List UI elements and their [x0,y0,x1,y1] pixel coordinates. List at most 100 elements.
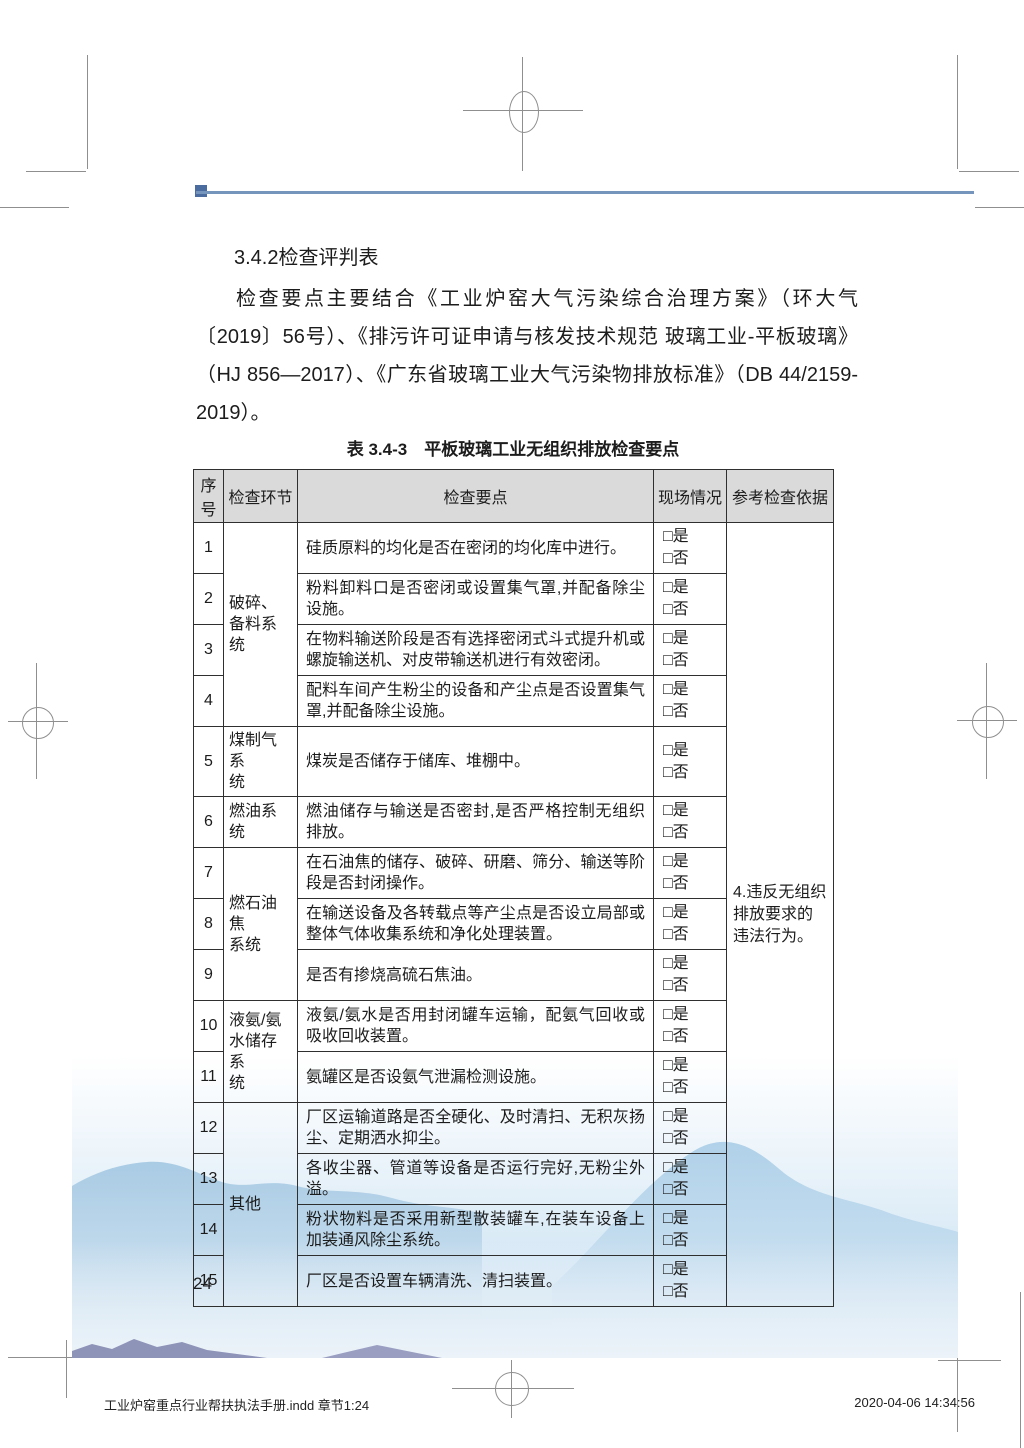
point-cell: 厂区运输道路是否全硬化、及时清扫、无积灰扬尘、定期洒水抑尘。 [297,1102,654,1154]
site-status-cell: □是 □否 [653,1153,727,1205]
site-status-cell: □是 □否 [653,573,727,625]
table-row: 11 氨罐区是否设氨气泄漏检测设施。 □是 □否 [193,1051,834,1103]
checkbox-yes: □是 [663,528,689,545]
checkbox-no: □否 [663,763,689,781]
crop-mark [1020,1292,1021,1448]
row-number: 10 [193,1000,224,1052]
col-header-stage: 检查环节 [223,469,298,523]
registration-mark [509,91,539,133]
registration-mark [495,1372,529,1406]
checkbox-yes: □是 [663,904,689,921]
crop-mark [938,1360,1001,1361]
table-row: 15 厂区是否设置车辆清洗、清扫装置。 □是 □否 [193,1255,834,1307]
table-row: 5 煤制气系 统 煤炭是否储存于储库、堆棚中。 □是 □否 [193,726,834,797]
point-cell: 燃油储存与输送是否密封,是否严格控制无组织排放。 [297,796,654,848]
checkbox-no: □否 [663,1232,689,1249]
table-caption: 表 3.4-3 平板玻璃工业无组织排放检查要点 [346,440,680,459]
crop-mark [26,171,86,172]
site-status-cell: □是 □否 [653,1102,727,1154]
checkbox-no: □否 [663,703,689,720]
row-number: 11 [193,1051,224,1103]
accent-line [196,191,974,194]
point-cell: 粉料卸料口是否密闭或设置集气罩,并配备除尘设施。 [297,573,654,625]
table-row: 13 各收尘器、管道等设备是否运行完好,无粉尘外溢。 □是 □否 [193,1153,834,1205]
checkbox-yes: □是 [663,1159,689,1176]
checkbox-yes: □是 [663,853,689,870]
crop-mark [87,55,88,169]
checkbox-yes: □是 [663,630,689,647]
checkbox-yes: □是 [663,1108,689,1125]
table-row: 8 在输送设备及各转载点等产尘点是否设立局部或整体气体收集系统和净化处理装置。 … [193,898,834,950]
site-status-cell: □是 □否 [653,726,727,797]
checkbox-no: □否 [663,1079,689,1096]
footer-filename: 工业炉窑重点行业帮扶执法手册.indd 章节1:24 [104,1398,370,1413]
row-number: 5 [193,726,224,797]
checkbox-yes: □是 [663,802,689,819]
crop-mark [0,207,69,208]
col-header-reference: 参考检查依据 [726,469,834,523]
page-number: 24 [193,1274,212,1293]
row-number: 15 [193,1255,224,1307]
site-status-cell: □是 □否 [653,1255,727,1307]
checkbox-no: □否 [663,652,689,669]
table-row: 6 燃油系统 燃油储存与输送是否密封,是否严格控制无组织排放。 □是 □否 [193,796,834,848]
registration-mark [972,706,1004,738]
checkbox-no: □否 [663,601,689,618]
checkbox-yes: □是 [663,579,689,596]
site-status-cell: □是 □否 [653,624,727,676]
row-number: 7 [193,847,224,899]
point-cell: 是否有掺烧高硫石焦油。 [297,949,654,1001]
footer-timestamp: 2020-04-06 14:34:56 [854,1395,975,1410]
checkbox-no: □否 [663,926,689,943]
checkbox-no: □否 [663,875,689,892]
checkbox-no: □否 [663,824,689,841]
intro-paragraph: 检查要点主要结合《工业炉窑大气污染综合治理方案》（环大气〔2019〕56号）、《… [196,288,858,424]
row-number: 4 [193,675,224,727]
site-status-cell: □是 □否 [653,1000,727,1052]
table-row: 9 是否有掺烧高硫石焦油。 □是 □否 [193,949,834,1001]
stage-cell: 燃石油焦 系统 [223,847,298,1001]
site-status-cell: □是 □否 [653,796,727,848]
table-row: 3 在物料输送阶段是否有选择密闭式斗式提升机或螺旋输送机、对皮带输送机进行有效密… [193,624,834,676]
row-number: 13 [193,1153,224,1205]
crop-mark [8,1357,84,1358]
point-cell: 粉状物料是否采用新型散装罐车,在装车设备上加装通风除尘系统。 [297,1204,654,1256]
checkbox-yes: □是 [663,741,689,759]
point-cell: 煤炭是否储存于储库、堆棚中。 [297,726,654,797]
checkbox-yes: □是 [663,955,689,972]
table-row: 4 配料车间产生粉尘的设备和产尘点是否设置集气罩,并配备除尘设施。 □是 □否 [193,675,834,727]
checkbox-yes: □是 [663,681,689,698]
checkbox-no: □否 [663,550,689,567]
table-row: 1 破碎、 备料系统 硅质原料的均化是否在密闭的均化库中进行。 □是 □否 4.… [193,522,834,1307]
site-status-cell: □是 □否 [653,1204,727,1256]
site-status-cell: □是 □否 [653,522,727,574]
row-number: 8 [193,898,224,950]
crop-mark [957,55,958,169]
row-number: 6 [193,796,224,848]
site-status-cell: □是 □否 [653,898,727,950]
table-header-row: 序号 检查环节 检查要点 现场情况 参考检查依据 [193,469,834,523]
col-header-site-status: 现场情况 [653,469,727,523]
row-number: 2 [193,573,224,625]
point-cell: 硅质原料的均化是否在密闭的均化库中进行。 [297,522,654,574]
table-row: 7 燃石油焦 系统 在石油焦的储存、破碎、研磨、筛分、输送等阶段是否封闭操作。 … [193,847,834,1001]
table-row: 12 其他 厂区运输道路是否全硬化、及时清扫、无积灰扬尘、定期洒水抑尘。 □是 … [193,1102,834,1307]
point-cell: 氨罐区是否设氨气泄漏检测设施。 [297,1051,654,1103]
crop-mark [66,1340,67,1398]
inspection-table: 序号 检查环节 检查要点 现场情况 参考检查依据 1 破碎、 备料系统 硅质原料… [193,469,834,1307]
checkbox-no: □否 [663,1130,689,1147]
row-number: 14 [193,1204,224,1256]
checkbox-no: □否 [663,977,689,994]
point-cell: 在石油焦的储存、破碎、研磨、筛分、输送等阶段是否封闭操作。 [297,847,654,899]
stage-cell: 液氨/氨 水储存系 统 [223,1000,298,1103]
row-number: 9 [193,949,224,1001]
crop-mark [959,171,1019,172]
checkbox-no: □否 [663,1181,689,1198]
registration-mark [22,707,54,739]
stage-cell: 破碎、 备料系统 [223,522,298,727]
crop-mark [957,1340,958,1432]
stage-cell: 其他 [223,1102,298,1307]
point-cell: 在物料输送阶段是否有选择密闭式斗式提升机或螺旋输送机、对皮带输送机进行有效密闭。 [297,624,654,676]
site-status-cell: □是 □否 [653,675,727,727]
table-row: 14 粉状物料是否采用新型散装罐车,在装车设备上加装通风除尘系统。 □是 □否 [193,1204,834,1256]
